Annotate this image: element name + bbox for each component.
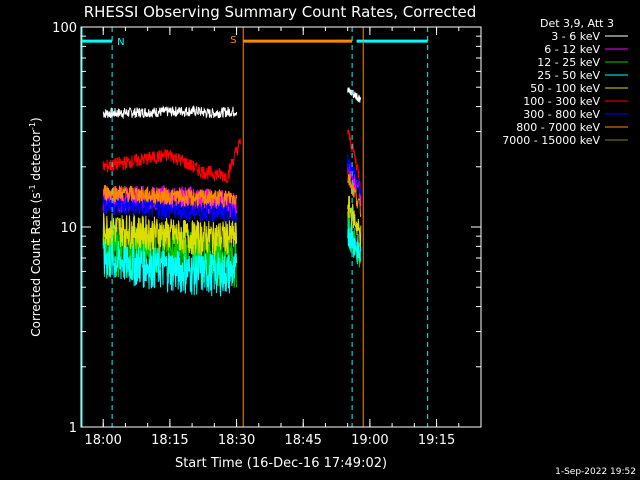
x-tick-label: 18:45: [284, 433, 321, 448]
x-tick-label: 19:15: [418, 433, 455, 448]
y-axis-label-sup1: -1: [28, 184, 37, 192]
series-line: [347, 218, 362, 265]
x-tick-label: 18:15: [151, 433, 188, 448]
night-label: N: [117, 37, 124, 48]
legend-label: 12 - 25 keV: [537, 56, 600, 69]
y-tick-label: 1: [69, 421, 77, 436]
chart-title: RHESSI Observing Summary Count Rates, Co…: [84, 3, 477, 21]
y-axis-label-part3: ): [29, 117, 43, 122]
series-line: [347, 128, 362, 191]
y-axis-label: Corrected Count Rate (s-1 detector-1): [28, 117, 43, 336]
series-line: [347, 195, 362, 247]
legend-label: 800 - 7000 keV: [516, 121, 600, 134]
y-axis-label-sup2: -1: [28, 122, 37, 130]
series-line: [347, 87, 362, 103]
legend-label: 100 - 300 keV: [523, 95, 600, 108]
x-tick-label: 18:30: [218, 433, 255, 448]
x-tick-label: 18:00: [84, 433, 121, 448]
series-line: [102, 138, 242, 184]
series-line: [102, 212, 238, 257]
x-axis-label: Start Time (16-Dec-16 17:49:02): [175, 456, 387, 471]
series-line: [102, 104, 238, 120]
series-line: [347, 173, 362, 217]
series-line: [347, 154, 362, 196]
legend-header: Det 3,9, Att 3: [540, 17, 614, 30]
legend-label: 6 - 12 keV: [544, 43, 600, 56]
legend-label: 3 - 6 keV: [551, 30, 600, 43]
series-line: [102, 239, 238, 297]
legend-label: 50 - 100 keV: [530, 82, 600, 95]
series-line: [102, 195, 238, 224]
legend-label: 7000 - 15000 keV: [502, 134, 600, 147]
legend-label: 25 - 50 keV: [537, 69, 600, 82]
y-tick-label: 100: [52, 21, 77, 36]
axis-layer: 18:00 18:15 18:30 18:45 19:00 19:15 1 10 100: [52, 21, 482, 448]
y-axis-label-part2: detector: [29, 130, 43, 185]
y-tick-label: 10: [60, 221, 77, 236]
saa-label: S: [230, 35, 236, 46]
y-axis-label-part1: Corrected Count Rate (s: [29, 192, 43, 336]
series-layer: [102, 87, 362, 297]
timestamp: 1-Sep-2022 19:52: [555, 467, 636, 477]
x-tick-label: 19:00: [351, 433, 388, 448]
series-line: [102, 185, 238, 208]
legend-label: 300 - 800 keV: [523, 108, 600, 121]
